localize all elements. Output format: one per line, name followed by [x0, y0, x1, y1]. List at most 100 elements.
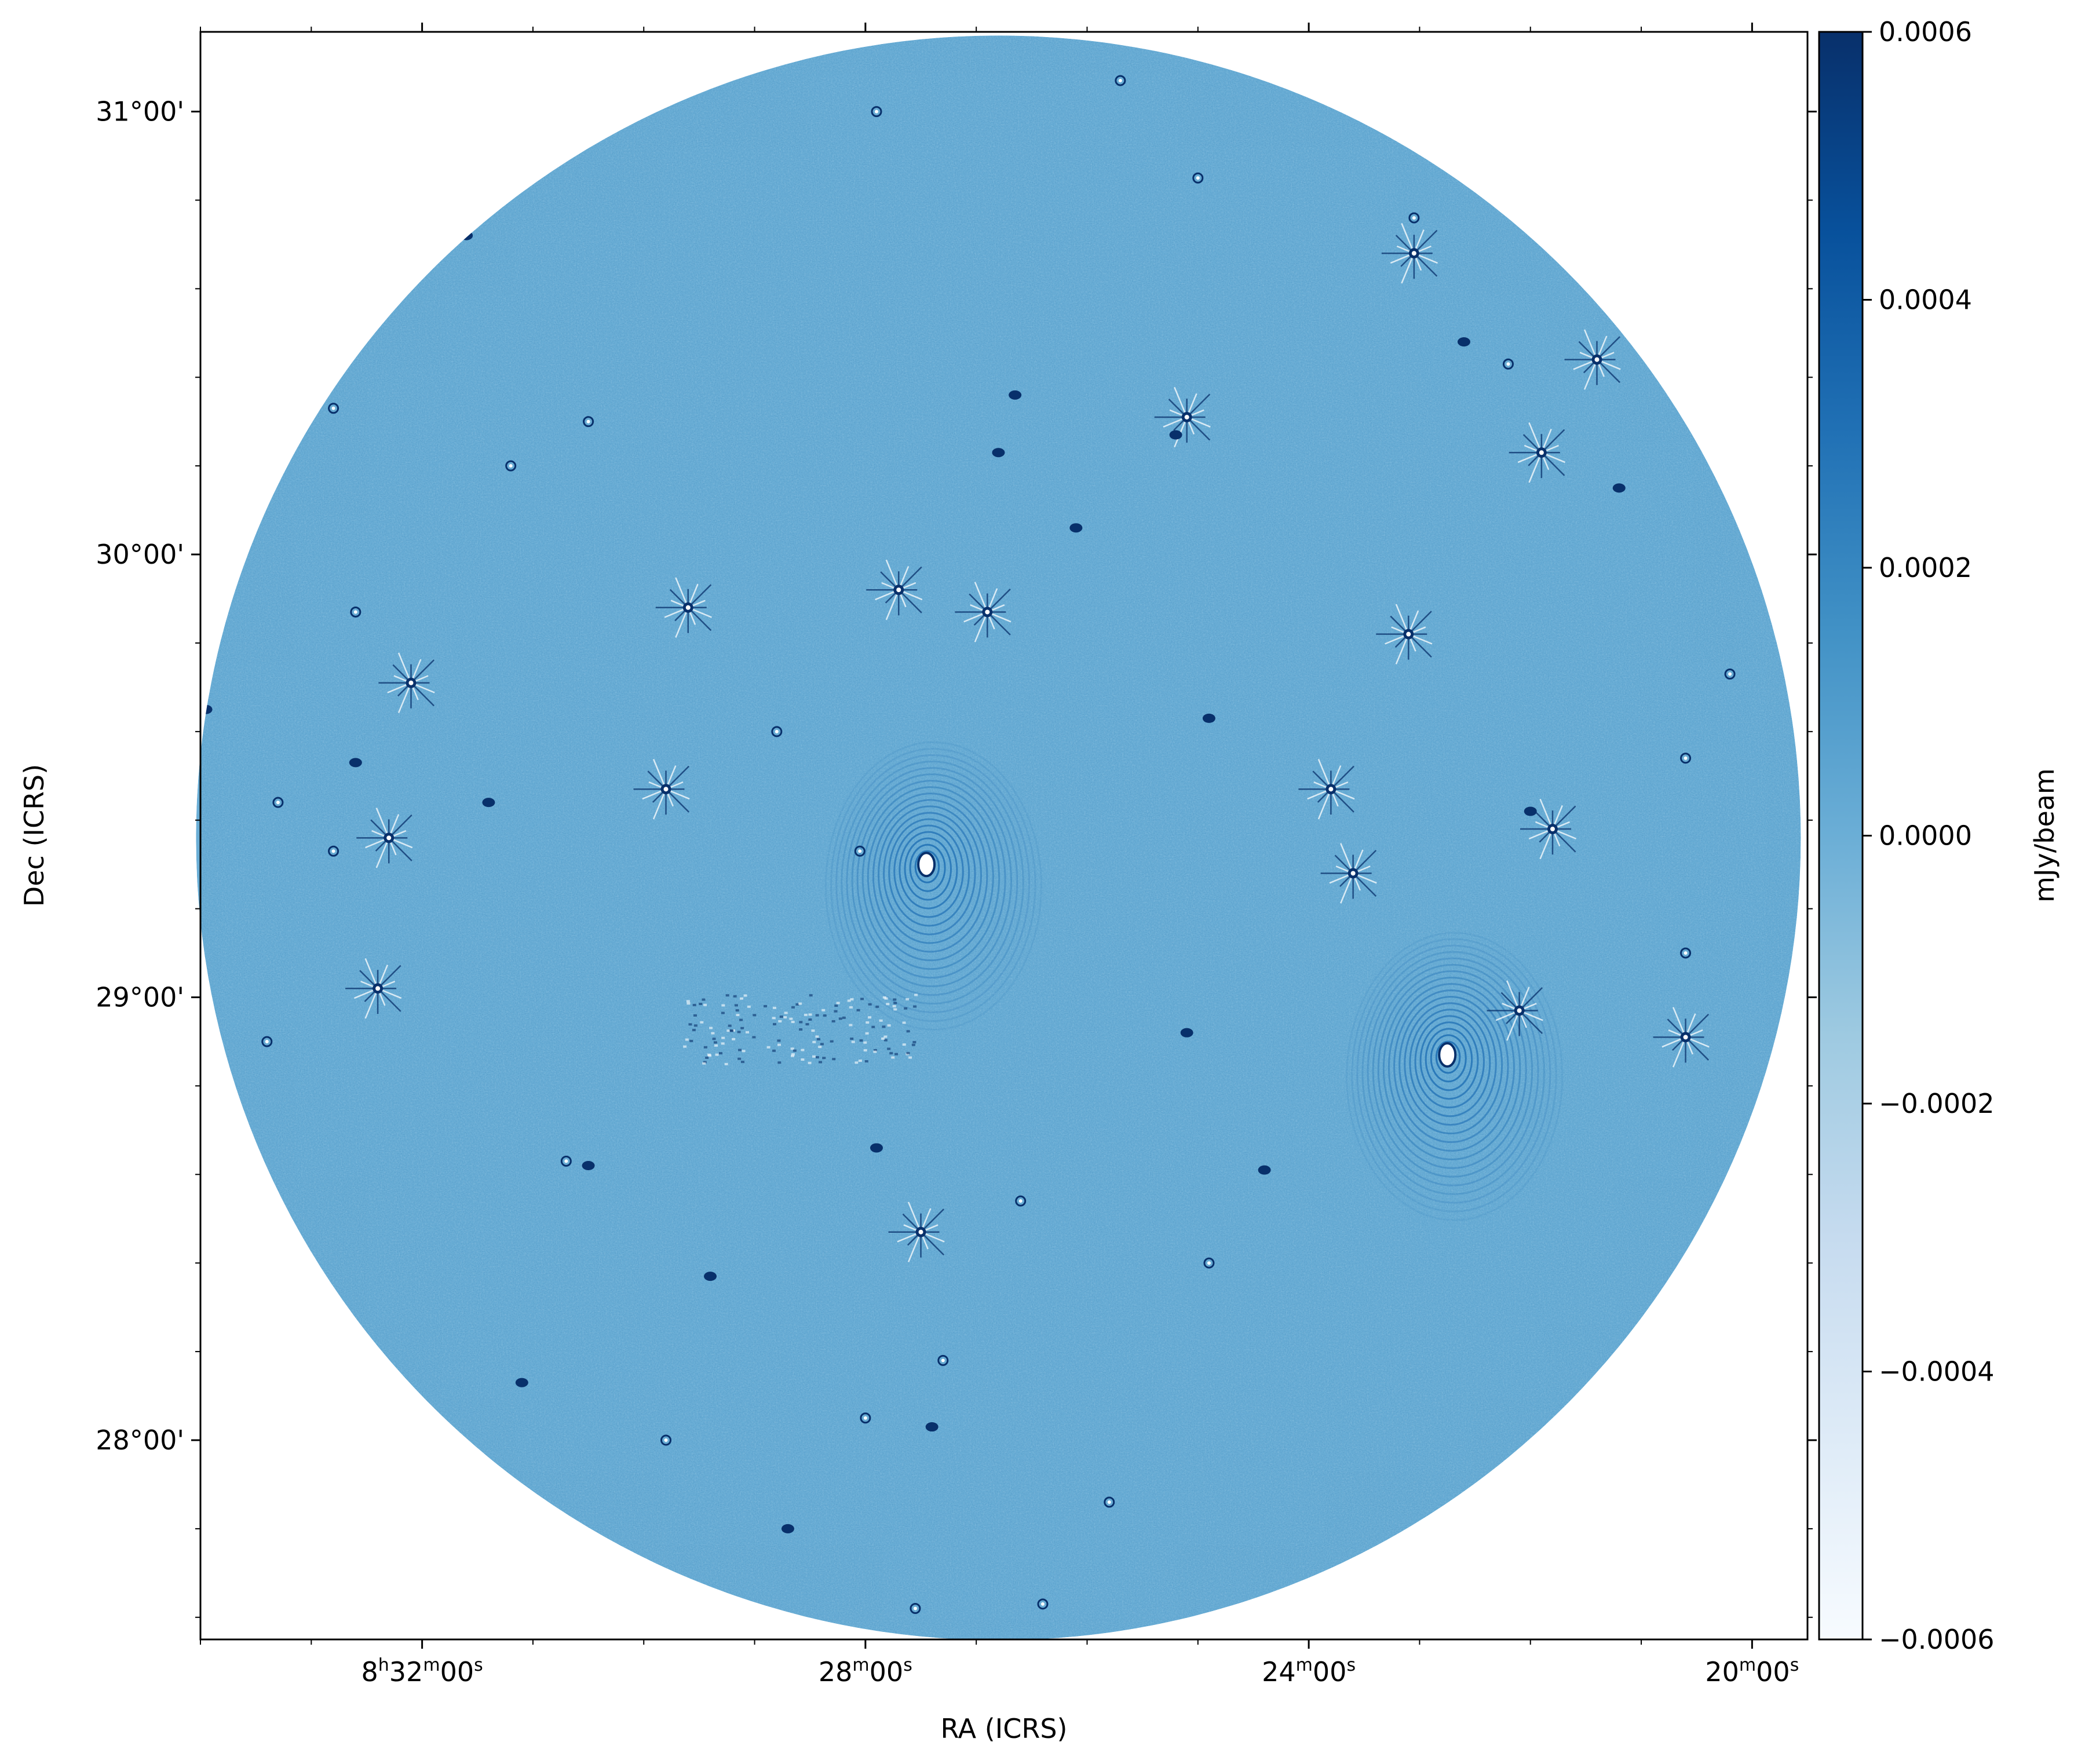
artifact-speck — [740, 1027, 744, 1029]
source-ring — [846, 767, 1018, 996]
artifact-speck — [721, 1011, 725, 1014]
artifact-speck — [721, 1004, 725, 1007]
compact-source — [1202, 713, 1215, 723]
source-ring — [1377, 970, 1527, 1169]
field-noise-light — [200, 35, 1801, 1639]
artifact-speck — [799, 1021, 803, 1024]
starburst-spike — [1340, 843, 1354, 874]
artifact-speck — [790, 1047, 794, 1050]
point-source-center — [1684, 756, 1688, 760]
y-tick-label: 31°00' — [96, 96, 184, 127]
starburst-source — [378, 652, 435, 713]
x-axis-label: RA (ICRS) — [941, 1713, 1068, 1744]
point-source-ring — [910, 1602, 921, 1614]
starburst-spike — [1540, 429, 1565, 454]
artifact-speck — [815, 1014, 819, 1017]
starburst-source — [1320, 843, 1377, 904]
starburst-spike — [1540, 452, 1565, 476]
starburst-spike — [1395, 604, 1409, 635]
artifact-speck — [914, 994, 918, 996]
starburst-spike — [920, 1231, 944, 1256]
source-core — [917, 852, 936, 878]
point-source-ring — [871, 106, 882, 118]
starburst-center — [1184, 415, 1189, 420]
point-source — [1680, 753, 1692, 764]
source-ring — [1382, 976, 1521, 1160]
colorbar-tick-label: −0.0006 — [1879, 1624, 1995, 1655]
artifact-speck — [908, 1056, 912, 1059]
artifact-speck — [859, 1039, 863, 1042]
point-source — [854, 845, 866, 857]
point-source-ring — [272, 797, 284, 808]
sources-layer — [199, 75, 1736, 1614]
compact-source — [1524, 806, 1537, 816]
artifact-speck — [816, 1038, 820, 1040]
point-source — [1502, 358, 1514, 370]
starburst-source — [1487, 980, 1543, 1041]
starburst-spike — [885, 589, 900, 620]
artifact-speck — [868, 1016, 872, 1019]
source-ring — [1387, 983, 1515, 1152]
axes-frame — [199, 31, 1809, 1641]
point-source-ring — [1037, 1598, 1049, 1610]
starburst-spike — [1528, 452, 1543, 483]
point-source-ring — [583, 416, 594, 428]
point-source-ring — [660, 1434, 672, 1446]
artifact-speck — [805, 1023, 809, 1026]
source-ring — [1419, 1021, 1479, 1100]
starburst-spike — [675, 607, 689, 638]
starburst-source — [866, 560, 923, 620]
artifact-speck — [832, 1058, 836, 1061]
point-source-ring — [1104, 1496, 1115, 1508]
point-source-center — [1412, 216, 1416, 220]
source-ring — [893, 824, 964, 918]
artifact-speck — [735, 1009, 739, 1012]
artifact-speck — [702, 1062, 706, 1065]
starburst-spike — [364, 988, 379, 1019]
point-source-ring — [771, 726, 783, 737]
starburst-spike — [1408, 633, 1432, 658]
point-source-center — [1018, 1199, 1023, 1203]
artifact-speck — [850, 1038, 854, 1040]
artifact-speck — [883, 1035, 888, 1038]
compact-source — [515, 1378, 528, 1387]
starburst-source — [1509, 422, 1565, 483]
artifact-speck — [738, 1049, 742, 1051]
point-source-ring — [1724, 668, 1736, 680]
starburst-spike — [377, 965, 401, 989]
artifact-speck — [808, 1018, 812, 1021]
point-source — [261, 1036, 273, 1047]
starburst-spike — [675, 577, 689, 608]
point-source — [937, 1354, 949, 1366]
starburst-spike — [1408, 611, 1432, 635]
artifact-speck — [687, 1002, 691, 1005]
artifact-speck — [830, 1040, 834, 1043]
artifact-speck — [791, 1006, 795, 1009]
artifact-speck — [764, 1005, 768, 1007]
point-source-ring — [1408, 212, 1420, 224]
point-source-ring — [350, 606, 361, 618]
point-source — [328, 845, 339, 857]
artifact-speck — [721, 1042, 725, 1045]
source-ring — [1346, 932, 1564, 1221]
starburst-center — [1517, 1008, 1522, 1013]
point-source-center — [331, 849, 335, 853]
artifact-speck — [893, 1002, 897, 1005]
point-source-center — [1040, 1602, 1045, 1606]
artifact-speck — [703, 1061, 707, 1064]
artifact-speck — [773, 1022, 777, 1025]
artifact-speck — [795, 1003, 799, 1006]
starburst-spike — [974, 611, 988, 642]
starburst-spike — [1528, 422, 1543, 453]
point-source — [1015, 1195, 1027, 1207]
artifact-speck — [892, 1005, 896, 1007]
artifact-speck — [906, 1030, 910, 1033]
starburst-source — [1653, 1007, 1710, 1068]
source-ring — [888, 818, 970, 927]
starburst-spike — [920, 1208, 944, 1233]
starburst-center — [408, 680, 414, 685]
starburst-spike — [1186, 417, 1211, 441]
point-source — [1037, 1598, 1049, 1610]
compact-source — [482, 798, 495, 808]
artifact-speck — [799, 1028, 803, 1031]
